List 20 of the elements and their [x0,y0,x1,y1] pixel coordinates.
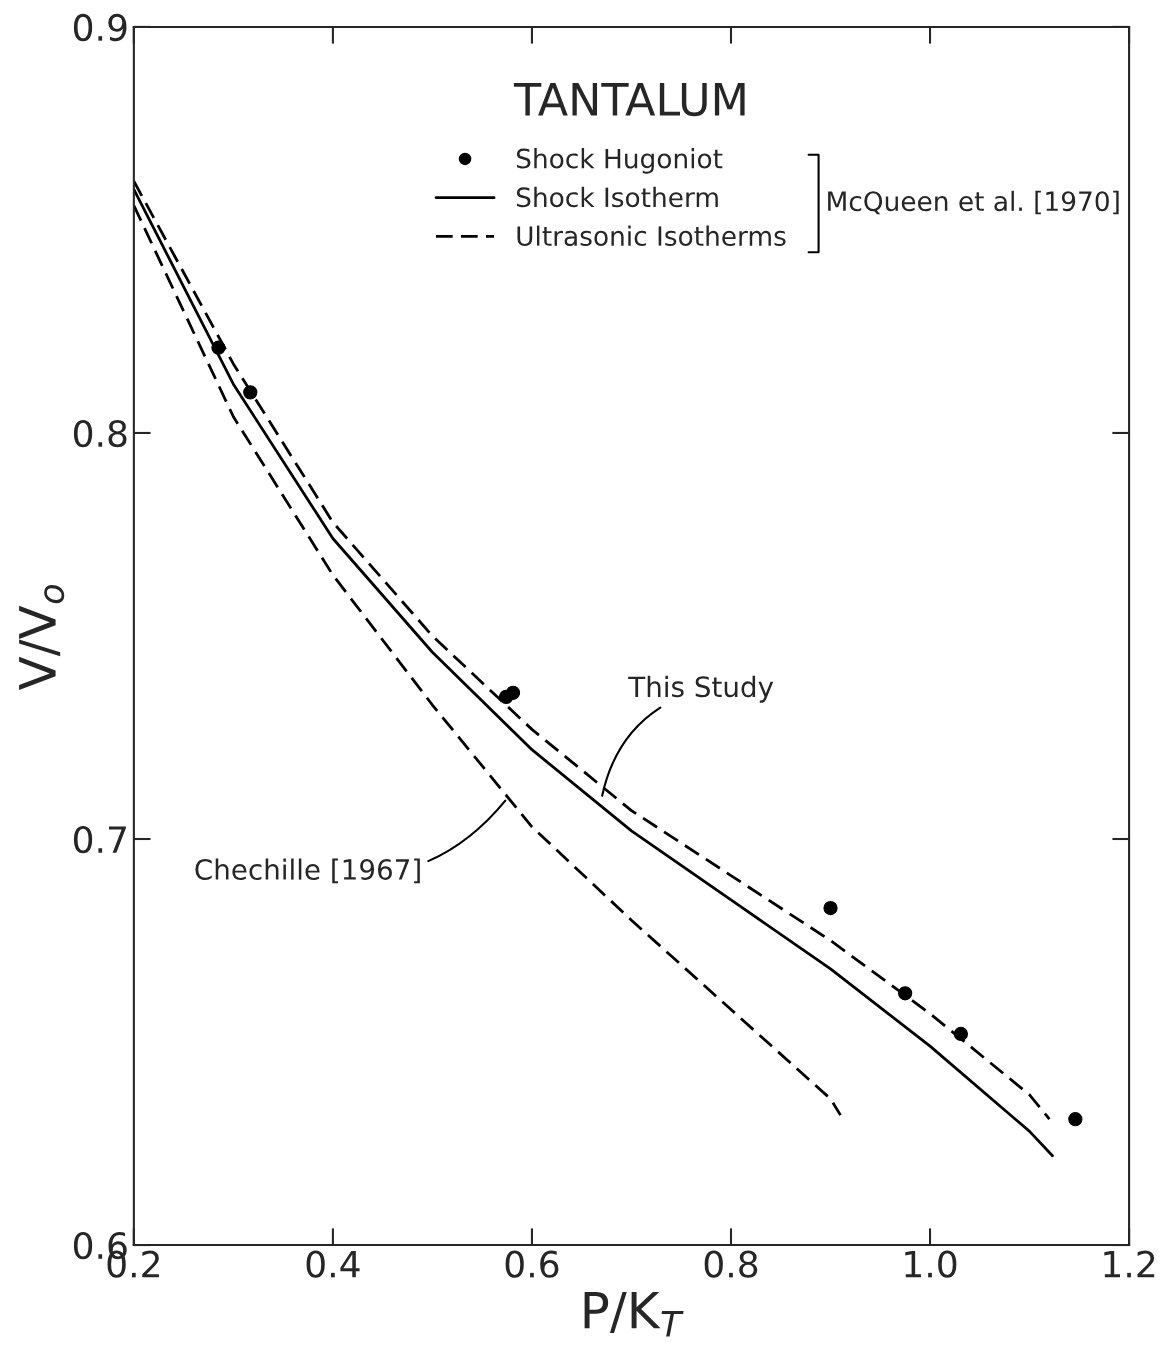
annotation: This Study [628,675,774,703]
legend-label: Shock Isotherm [516,186,718,208]
x-tick-label: 0.4 [306,1250,360,1278]
point [505,685,521,700]
y-tick-label: 0.8 [73,419,127,448]
legend-label: Shock Hugoniot [516,148,723,174]
point [823,900,838,916]
x-axis-title: P/K$_{T}$ [584,1291,684,1337]
y-axis-title: V/V$_{o}$ [19,584,65,691]
x-tick-label: 1.2 [1104,1250,1155,1278]
annotation: Chechille [1967] [195,858,420,884]
point [1068,1112,1083,1127]
y-tick-label: 0.9 [73,13,127,42]
legend-label: Ultrasonic Isotherms [517,225,786,247]
y-tick-label: 0.7 [73,825,126,854]
x-tick-label: 0.6 [505,1250,559,1278]
text: TANTALUM [513,83,745,117]
x-tick-label: 1.0 [905,1250,957,1278]
annotation: McQueen et al. [1970] [828,190,1119,215]
x-tick-label: 0.8 [704,1250,758,1278]
